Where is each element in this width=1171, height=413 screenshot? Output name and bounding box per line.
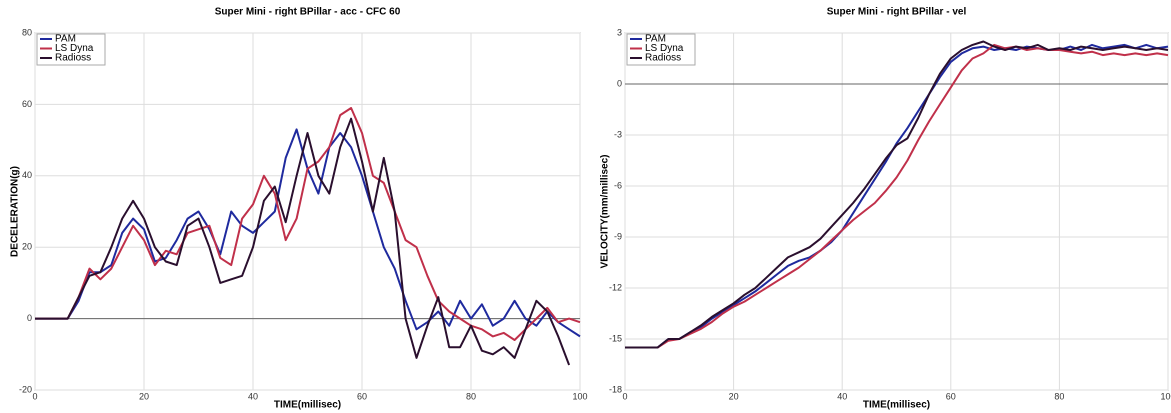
series-line: [35, 117, 571, 366]
y-tick-label: 0: [617, 78, 622, 88]
x-tick-label: 100: [1160, 391, 1171, 401]
x-tick-label: 100: [572, 391, 587, 401]
x-tick-label: 40: [837, 391, 847, 401]
x-tick-label: 60: [357, 391, 367, 401]
legend-label: Radioss: [645, 53, 681, 64]
y-tick-label: -9: [614, 231, 622, 241]
x-tick-label: 0: [32, 391, 37, 401]
y-tick-label: 80: [22, 27, 32, 37]
y-axis-label: VELOCITY(mm/millisec): [600, 155, 611, 269]
y-tick-label: 0: [27, 313, 32, 323]
y-tick-label: 20: [22, 242, 32, 252]
legend-label: Radioss: [55, 53, 91, 64]
series-line: [625, 43, 1169, 349]
y-tick-label: -12: [609, 282, 622, 292]
y-tick-label: -3: [614, 129, 622, 139]
plot-area: [34, 32, 581, 391]
x-axis-label: TIME(millisec): [274, 400, 341, 411]
y-tick-label: -18: [609, 384, 622, 394]
y-tick-label: -20: [19, 384, 32, 394]
x-tick-label: 40: [248, 391, 258, 401]
x-tick-label: 0: [622, 391, 627, 401]
y-tick-label: 40: [22, 170, 32, 180]
legend-label: PAM: [55, 34, 76, 45]
x-tick-label: 20: [139, 391, 149, 401]
series-line: [35, 107, 581, 341]
y-axis-label: DECELERATION(g): [10, 166, 21, 257]
legend-label: LS Dyna: [645, 43, 684, 54]
x-tick-label: 80: [1054, 391, 1064, 401]
x-axis-label: TIME(millisec): [863, 400, 930, 411]
x-tick-label: 80: [466, 391, 476, 401]
series-line: [625, 43, 1169, 349]
y-tick-label: -6: [614, 180, 622, 190]
legend-label: LS Dyna: [55, 43, 94, 54]
x-tick-label: 60: [946, 391, 956, 401]
x-tick-label: 20: [729, 391, 739, 401]
plot-area: [624, 32, 1169, 391]
y-tick-label: 60: [22, 99, 32, 109]
chart-title: Super Mini - right BPillar - acc - CFC 6…: [215, 7, 401, 18]
chart-title: Super Mini - right BPillar - vel: [827, 7, 967, 18]
y-tick-label: -15: [609, 333, 622, 343]
y-tick-label: 3: [617, 27, 622, 37]
legend-label: PAM: [645, 34, 666, 45]
series-line: [625, 40, 1169, 349]
